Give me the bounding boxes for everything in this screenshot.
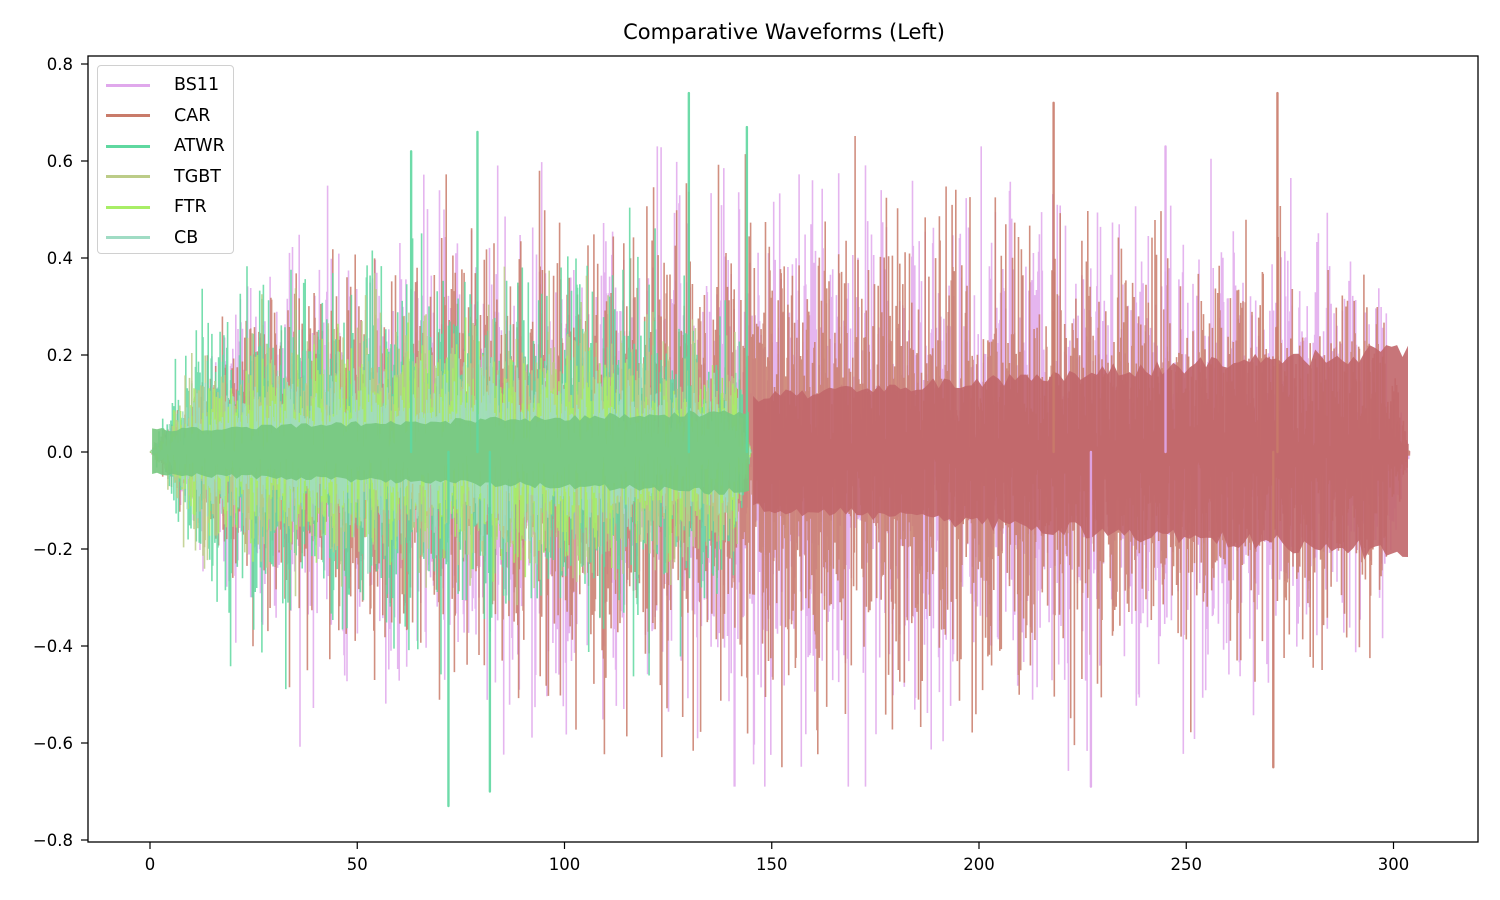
legend-item-cb: CB [106,223,198,253]
legend-item-car: CAR [106,101,210,131]
y-axis: 0.8 0.6 0.4 0.2 0.0 −0.2 −0.4 −0.6 −0.8 [33,55,88,850]
x-axis: 0 50 100 150 200 250 300 [145,842,1410,874]
legend-line-icon [106,205,150,209]
waveform-core [753,345,1408,560]
waveform-lines [149,91,1411,808]
y-tick-label: −0.2 [33,540,73,559]
x-tick-label: 300 [1378,855,1410,874]
y-tick-label: −0.6 [33,734,73,753]
legend-line-icon [106,144,150,148]
legend-label: BS11 [174,75,220,95]
axes-frame [87,55,1479,843]
waveform-core [152,410,749,495]
legend-item-tgbt: TGBT [106,162,221,192]
legend-label: FTR [174,197,207,217]
legend-line-icon [106,236,150,239]
legend-line-icon [106,83,150,87]
legend-label: CAR [174,105,211,126]
legend-label: TGBT [174,166,221,187]
x-tick-label: 150 [756,855,788,874]
y-tick-label: 0.8 [47,55,73,74]
legend-item-atwr: ATWR [106,131,225,161]
legend-line-icon [106,175,150,178]
legend-label: ATWR [174,136,225,156]
y-tick-label: 0.0 [47,443,73,462]
x-tick-label: 250 [1171,855,1203,874]
x-tick-label: 0 [145,855,156,874]
y-tick-label: 0.6 [47,152,73,171]
x-tick-label: 100 [549,855,581,874]
x-tick-label: 50 [347,855,368,874]
y-tick-label: 0.2 [47,346,73,365]
legend-item-bs11: BS11 [106,70,219,100]
y-tick-label: 0.4 [47,249,73,268]
legend-label: CB [174,227,199,248]
y-tick-label: −0.4 [33,637,73,656]
chart-title: Comparative Waveforms (Left) [623,20,945,44]
legend: BS11 CAR ATWR TGBT FTR CB [97,65,234,254]
legend-line-icon [106,114,150,117]
x-tick-label: 200 [963,855,995,874]
legend-item-ftr: FTR [106,192,207,222]
y-tick-label: −0.8 [33,831,73,850]
